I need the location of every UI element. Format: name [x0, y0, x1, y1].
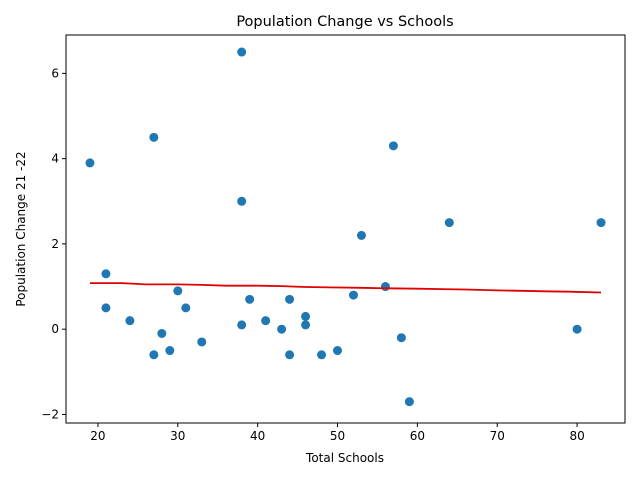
data-point	[125, 316, 135, 326]
data-point	[317, 350, 327, 360]
data-point	[157, 328, 167, 338]
y-tick-label: 2	[51, 237, 59, 251]
data-point	[85, 158, 95, 168]
data-point	[237, 320, 247, 330]
data-points	[85, 47, 606, 407]
data-point	[301, 320, 311, 330]
y-axis: −2 0 2 4 6	[41, 66, 66, 421]
y-tick-label: 4	[51, 152, 59, 166]
trend-line	[90, 282, 602, 294]
data-point	[285, 294, 295, 304]
x-tick-label: 50	[330, 429, 345, 443]
x-axis: 20 30 40 50 60 70 80	[90, 423, 585, 443]
data-point	[101, 269, 111, 279]
data-point	[101, 303, 111, 313]
data-point	[301, 311, 311, 321]
data-point	[149, 132, 159, 142]
data-point	[237, 196, 247, 206]
y-axis-label: Population Change 21 -22	[14, 151, 28, 306]
data-point	[388, 141, 398, 151]
data-point	[348, 290, 358, 300]
y-tick-label: 0	[51, 322, 59, 336]
data-point	[173, 286, 183, 296]
x-tick-label: 80	[569, 429, 584, 443]
data-point	[149, 350, 159, 360]
y-tick-label: 6	[51, 66, 59, 80]
data-point	[165, 346, 175, 356]
data-point	[356, 230, 366, 240]
data-point	[285, 350, 295, 360]
data-point	[245, 294, 255, 304]
x-axis-label: Total Schools	[305, 451, 384, 465]
data-point	[261, 316, 271, 326]
data-point	[333, 346, 343, 356]
x-tick-label: 20	[90, 429, 105, 443]
data-point	[444, 218, 454, 228]
data-point	[596, 218, 606, 228]
x-tick-label: 60	[410, 429, 425, 443]
y-tick-label: −2	[41, 407, 59, 421]
data-point	[572, 324, 582, 334]
plot-frame	[65, 34, 626, 424]
data-point	[197, 337, 207, 347]
data-point	[181, 303, 191, 313]
chart-title: Population Change vs Schools	[236, 14, 453, 30]
x-tick-label: 70	[490, 429, 505, 443]
x-tick-label: 40	[250, 429, 265, 443]
x-tick-label: 30	[170, 429, 185, 443]
data-point	[237, 47, 247, 57]
data-point	[404, 397, 414, 407]
data-point	[277, 324, 287, 334]
data-point	[396, 333, 406, 343]
data-point	[380, 282, 390, 292]
